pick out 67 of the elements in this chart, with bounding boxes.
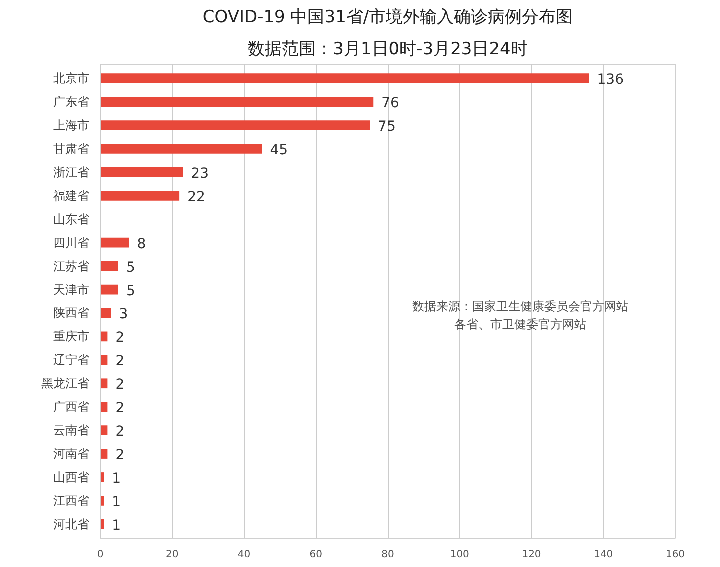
data-label: 2 — [116, 400, 125, 417]
y-tick-label: 四川省 — [54, 236, 90, 250]
bar — [100, 402, 108, 412]
data-label: 1 — [112, 470, 122, 487]
y-tick-label: 辽宁省 — [54, 353, 90, 368]
bar — [100, 120, 370, 130]
bar — [100, 144, 262, 154]
y-tick-label: 北京市 — [54, 72, 90, 86]
data-label: 5 — [126, 260, 136, 276]
y-tick-label: 上海市 — [54, 118, 90, 133]
bar — [100, 378, 108, 389]
data-label: 76 — [382, 96, 400, 112]
bar — [100, 308, 112, 318]
x-tick-label: 120 — [522, 550, 542, 560]
y-tick-label: 黑龙江省 — [42, 376, 90, 391]
y-tick-label: 浙江省 — [54, 165, 90, 180]
data-label: 45 — [270, 142, 288, 158]
x-tick-label: 40 — [238, 550, 251, 560]
bar — [100, 238, 130, 248]
y-tick-label: 广东省 — [54, 95, 90, 110]
data-label: 2 — [116, 330, 125, 346]
data-label: 2 — [116, 377, 125, 394]
y-tick-label: 天津市 — [54, 282, 90, 297]
bar — [100, 426, 108, 436]
chart-subtitle: 数据范围：3月1日0时-3月23日24时 — [248, 40, 528, 60]
data-label: 2 — [116, 424, 125, 440]
y-tick-label: 河北省 — [54, 517, 90, 532]
data-label: 8 — [137, 236, 146, 252]
x-tick-label: 80 — [382, 550, 394, 560]
bar — [100, 97, 374, 107]
data-label: 1 — [112, 494, 122, 510]
data-label: 2 — [116, 354, 125, 370]
y-tick-label: 重庆市 — [54, 330, 90, 344]
y-tick-label: 云南省 — [54, 424, 90, 438]
annotation: 数据来源：国家卫生健康委员会官方网站 — [412, 300, 628, 314]
x-tick-label: 140 — [594, 550, 614, 560]
bar — [100, 284, 118, 295]
bar — [100, 190, 180, 201]
y-tick-label: 河南省 — [54, 447, 90, 462]
x-tick-label: 160 — [666, 550, 686, 560]
x-tick-label: 100 — [450, 550, 470, 560]
x-tick-label: 60 — [310, 550, 322, 560]
bar — [100, 74, 590, 84]
y-tick-label: 山东省 — [54, 212, 90, 226]
bar — [100, 168, 184, 178]
y-tick-label: 广西省 — [54, 400, 90, 414]
y-tick-label: 山西省 — [54, 470, 90, 484]
y-tick-label: 甘肃省 — [54, 142, 90, 156]
bar — [100, 261, 118, 272]
bar — [100, 355, 108, 366]
y-tick-label: 江西省 — [54, 494, 90, 508]
data-label: 75 — [378, 119, 396, 136]
data-label: 23 — [191, 166, 209, 182]
x-tick-label: 20 — [166, 550, 179, 560]
y-tick-label: 江苏省 — [54, 259, 90, 274]
x-tick-label: 0 — [97, 550, 104, 560]
data-label: 3 — [119, 306, 128, 323]
data-label: 2 — [116, 448, 125, 464]
y-tick-label: 福建省 — [54, 188, 90, 203]
data-label: 136 — [597, 72, 624, 88]
data-label: 22 — [188, 189, 206, 206]
bar — [100, 449, 108, 459]
data-label: 5 — [126, 283, 136, 300]
y-tick-label: 陕西省 — [54, 306, 90, 320]
data-label: 1 — [112, 518, 122, 534]
chart-title: COVID-19 中国31省/市境外输入确诊病例分布图 — [202, 8, 574, 28]
annotation: 各省、市卫健委官方网站 — [454, 318, 586, 332]
